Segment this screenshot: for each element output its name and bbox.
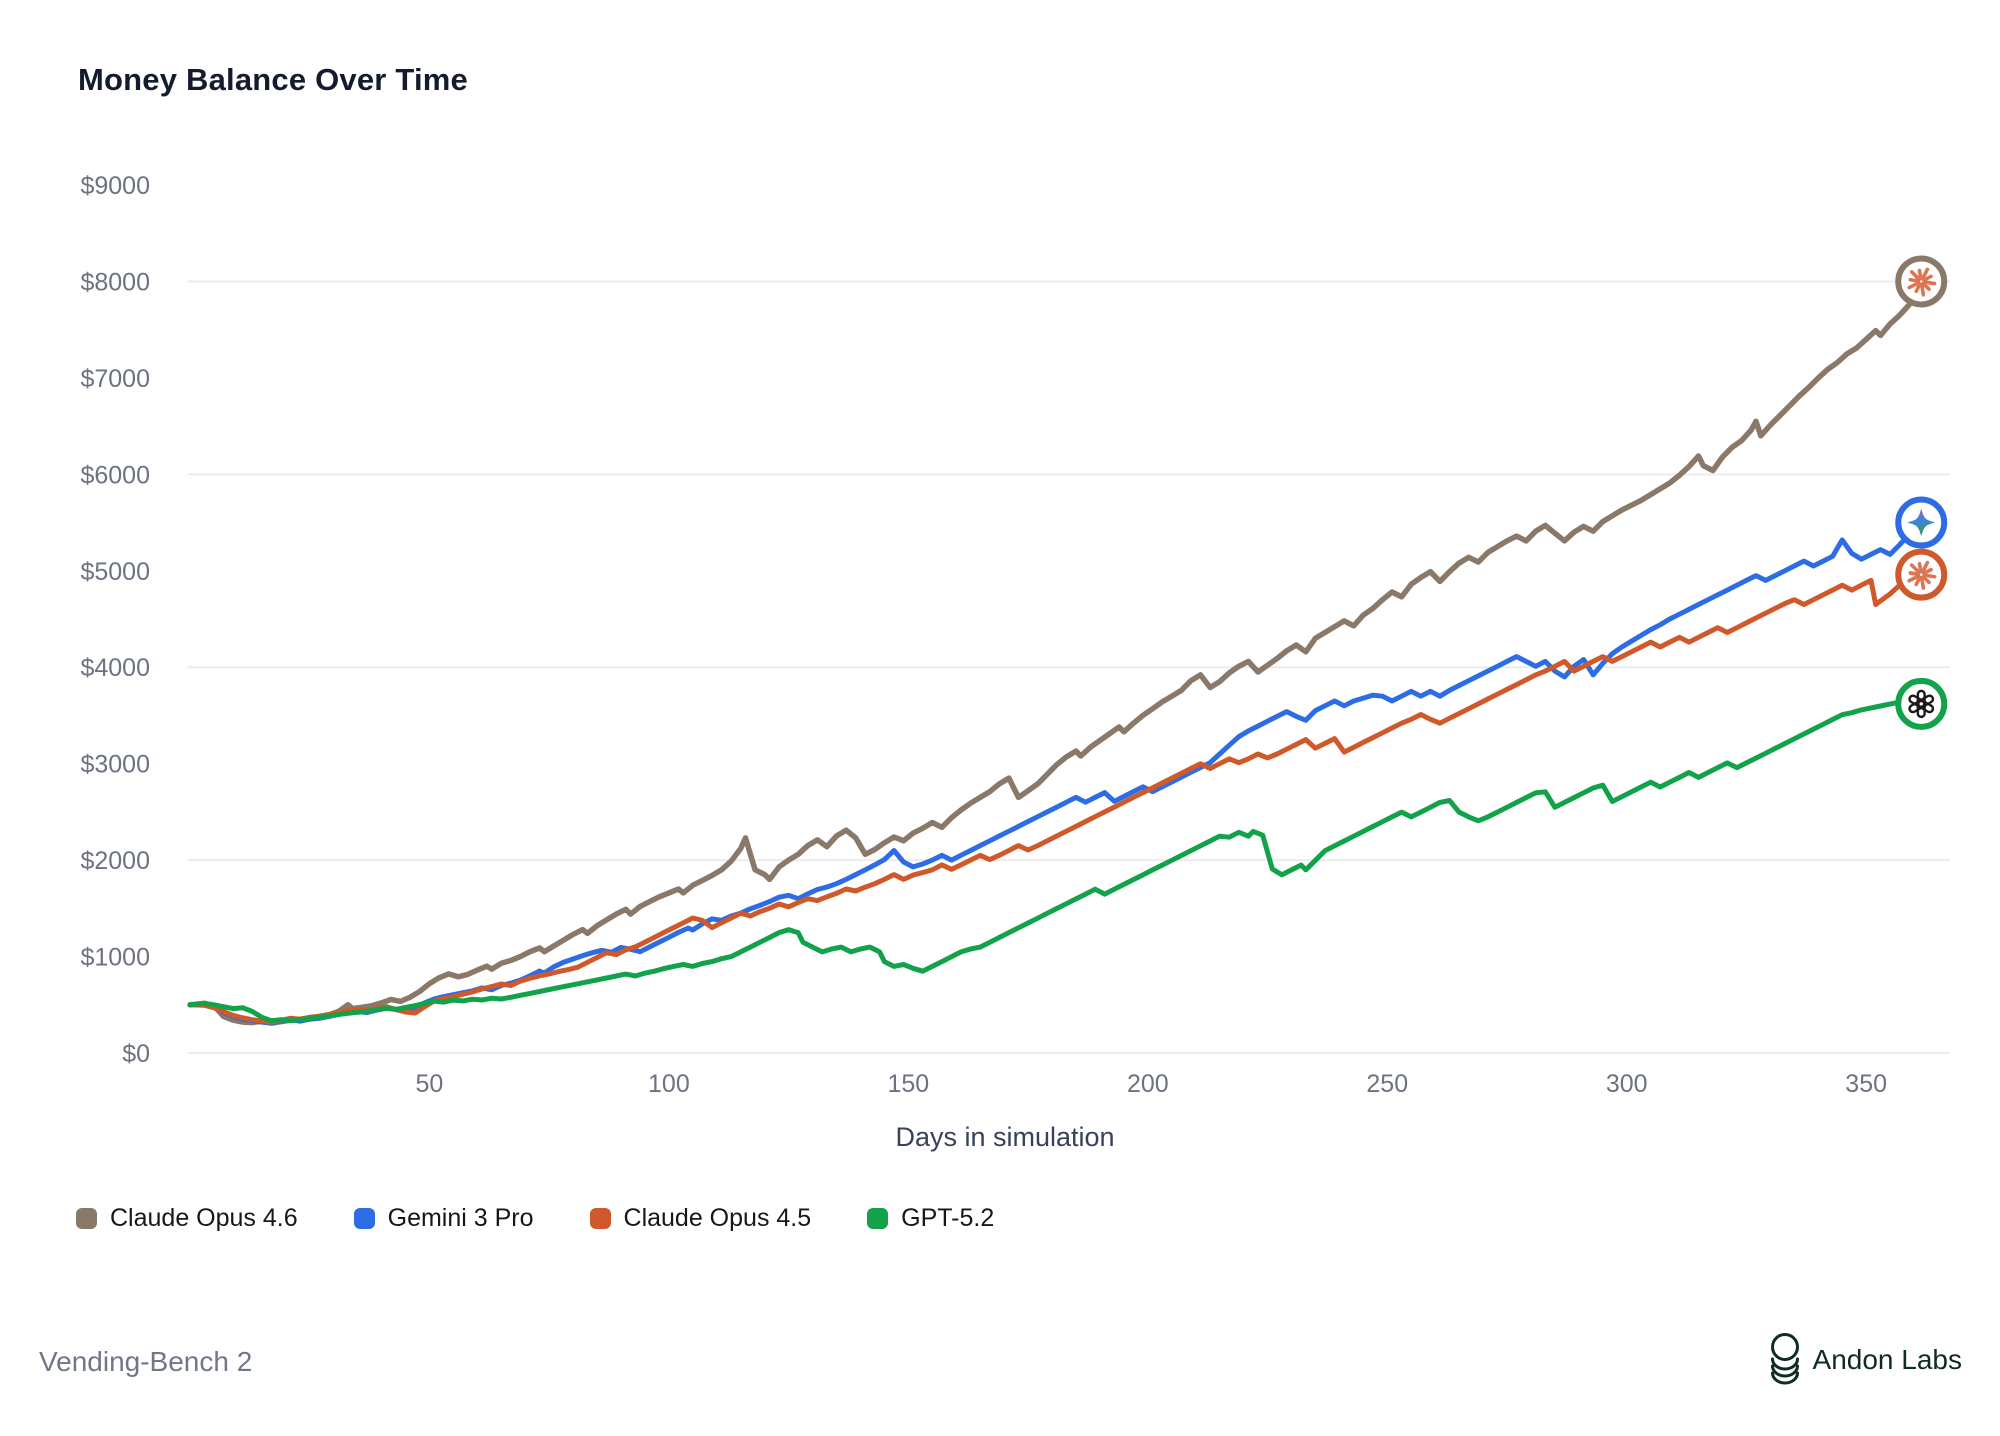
series-line-gpt-5-2 bbox=[187, 699, 1924, 1024]
y-tick-label: $1000 bbox=[80, 944, 150, 972]
legend-swatch-claude-opus-4-6 bbox=[76, 1208, 97, 1229]
legend-swatch-claude-opus-4-5 bbox=[589, 1208, 611, 1229]
chart-title: Money Balance Over Time bbox=[78, 62, 468, 97]
andon-labs-brand: Andon Labs bbox=[1767, 1332, 1962, 1388]
y-tick-label: $5000 bbox=[80, 558, 150, 586]
legend-label: Claude Opus 4.5 bbox=[623, 1204, 812, 1232]
legend-item-claude-opus-4-5: Claude Opus 4.5 bbox=[589, 1204, 812, 1233]
y-tick-label: $9000 bbox=[80, 172, 150, 200]
y-tick-label: $8000 bbox=[80, 268, 150, 296]
andon-labs-logo-icon bbox=[1770, 1333, 1799, 1385]
x-tick-label: 150 bbox=[887, 1070, 929, 1098]
legend: Claude Opus 4.6 Gemini 3 Pro Claude Opus 4… bbox=[76, 1204, 994, 1233]
y-tick-label: $3000 bbox=[80, 751, 150, 779]
legend-swatch-gpt-5-2 bbox=[867, 1208, 889, 1229]
y-tick-label: $0 bbox=[122, 1040, 150, 1068]
legend-item-claude-opus-4-6: Claude Opus 4.6 bbox=[76, 1204, 298, 1233]
x-axis-title: Days in simulation bbox=[895, 1122, 1115, 1152]
anthropic-starburst-icon bbox=[1907, 560, 1937, 590]
y-tick-label: $2000 bbox=[80, 847, 150, 875]
y-tick-label: $4000 bbox=[80, 654, 150, 682]
legend-item-gpt-5-2: GPT-5.2 bbox=[867, 1204, 994, 1233]
gemini-star-icon bbox=[1907, 508, 1936, 537]
x-tick-label: 50 bbox=[416, 1070, 444, 1098]
benchmark-label: Vending-Bench 2 bbox=[39, 1346, 253, 1377]
legend-item-gemini-3-pro: Gemini 3 Pro bbox=[353, 1204, 534, 1233]
series-line-claude-opus-4-5 bbox=[187, 572, 1924, 1025]
brand-name: Andon Labs bbox=[1812, 1344, 1962, 1375]
series-line-claude-opus-4-6 bbox=[187, 278, 1924, 1026]
legend-label: Gemini 3 Pro bbox=[387, 1204, 534, 1232]
endpoint-badge-gpt-5-2 bbox=[1895, 677, 1948, 730]
openai-knot-icon bbox=[1908, 689, 1935, 719]
y-tick-label: $7000 bbox=[80, 365, 150, 393]
legend-label: Claude Opus 4.6 bbox=[110, 1204, 298, 1232]
y-tick-label: $6000 bbox=[80, 461, 150, 489]
anthropic-starburst-icon bbox=[1907, 267, 1937, 297]
x-tick-label: 250 bbox=[1366, 1070, 1408, 1098]
legend-label: GPT-5.2 bbox=[901, 1204, 995, 1232]
series-line-gemini-3-pro bbox=[187, 520, 1924, 1026]
x-tick-label: 200 bbox=[1127, 1070, 1169, 1098]
endpoint-badge-claude-opus-4-6 bbox=[1895, 255, 1948, 308]
endpoint-badge-claude-opus-4-5 bbox=[1895, 548, 1948, 601]
x-tick-label: 100 bbox=[648, 1070, 690, 1098]
x-tick-label: 350 bbox=[1845, 1070, 1887, 1098]
x-tick-label: 300 bbox=[1606, 1070, 1648, 1098]
legend-swatch-gemini-3-pro bbox=[353, 1208, 375, 1229]
